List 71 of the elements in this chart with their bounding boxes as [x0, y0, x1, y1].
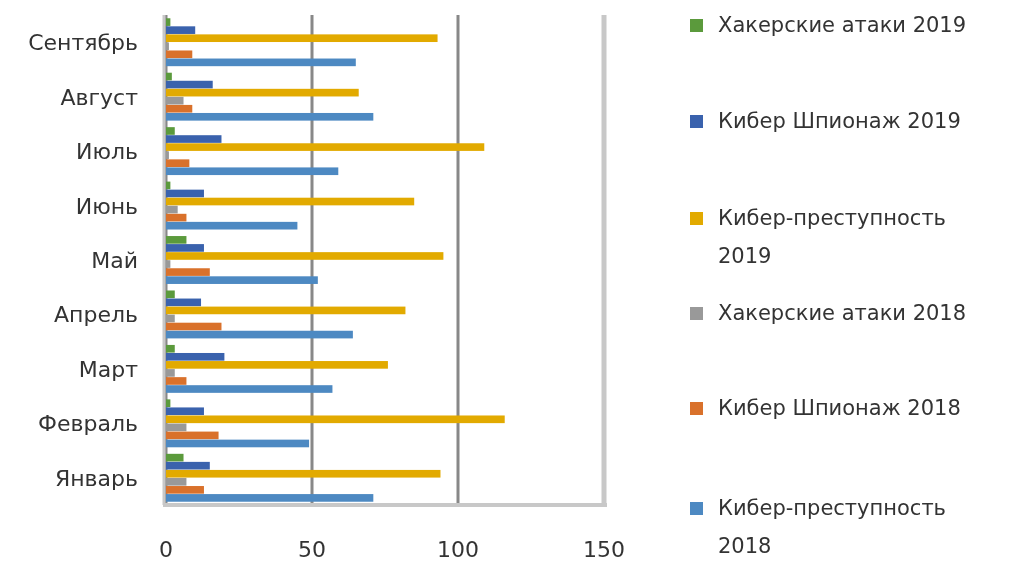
- bar: [166, 143, 485, 151]
- bar: [166, 352, 225, 361]
- bar: [166, 298, 202, 307]
- bar: [166, 361, 388, 369]
- bar: [166, 26, 196, 34]
- bar: [166, 42, 169, 51]
- bar: [166, 252, 444, 260]
- y-tick-label: Июль: [75, 139, 138, 165]
- bar: [166, 290, 175, 299]
- bar: [166, 221, 298, 230]
- bar: [166, 439, 310, 448]
- bar: [166, 314, 175, 323]
- bar: [166, 72, 172, 81]
- bar: [166, 330, 353, 339]
- bar: [166, 88, 359, 97]
- y-tick-label: Август: [60, 84, 139, 110]
- bar: [166, 135, 222, 143]
- bar: [166, 477, 187, 486]
- bar: [166, 189, 204, 198]
- bar: [166, 461, 210, 470]
- bar: [166, 385, 333, 393]
- bar: [166, 96, 184, 105]
- legend-label: Хакерские атаки 2018: [718, 301, 967, 325]
- legend-label: Хакерские атаки 2019: [718, 13, 967, 37]
- bar: [166, 306, 406, 315]
- bar: [166, 205, 178, 214]
- bar: [166, 213, 187, 222]
- y-tick-label: Июнь: [75, 193, 138, 219]
- x-tick-label: 150: [583, 537, 625, 562]
- bar: [166, 453, 184, 462]
- bar: [166, 50, 193, 59]
- bar: [166, 80, 213, 89]
- bar: [166, 377, 187, 385]
- legend-label: Кибер-преступность 2019: [718, 206, 946, 268]
- x-tick-label: 100: [437, 537, 479, 562]
- legend-label: Кибер-преступность 2018: [718, 496, 946, 558]
- bar: [166, 369, 175, 377]
- bar: [166, 344, 175, 353]
- bar: [166, 127, 175, 135]
- y-tick-label: Апрель: [54, 302, 138, 328]
- bar: [166, 58, 356, 67]
- bar: [166, 415, 505, 424]
- bar: [166, 18, 171, 26]
- bar: [166, 399, 171, 408]
- bar: [166, 34, 438, 43]
- bar: [166, 260, 171, 268]
- bar: [166, 322, 222, 331]
- y-tick-label: Март: [78, 356, 139, 382]
- x-tick-label: 50: [298, 537, 326, 562]
- bar: [166, 431, 219, 440]
- legend-label: Кибер Шпионаж 2018: [718, 396, 961, 420]
- y-tick-label: Февраль: [38, 411, 138, 437]
- y-tick-label: Январь: [54, 465, 138, 491]
- bar: [166, 197, 415, 206]
- bar: [166, 486, 204, 494]
- bar: [166, 423, 187, 432]
- bar: [166, 159, 190, 168]
- bar: [166, 167, 339, 176]
- bar: [166, 151, 169, 159]
- bar: [166, 244, 204, 252]
- y-tick-label: Май: [91, 248, 138, 273]
- bar: [166, 268, 210, 276]
- bar: [166, 104, 193, 113]
- x-tick-label: 0: [159, 537, 173, 562]
- bar: [166, 236, 187, 244]
- bar: [166, 276, 318, 284]
- bar: [166, 112, 374, 121]
- legend-label: Кибер Шпионаж 2019: [718, 109, 961, 133]
- y-tick-label: Сентябрь: [28, 30, 138, 56]
- bar: [166, 469, 441, 478]
- bar: [166, 407, 204, 416]
